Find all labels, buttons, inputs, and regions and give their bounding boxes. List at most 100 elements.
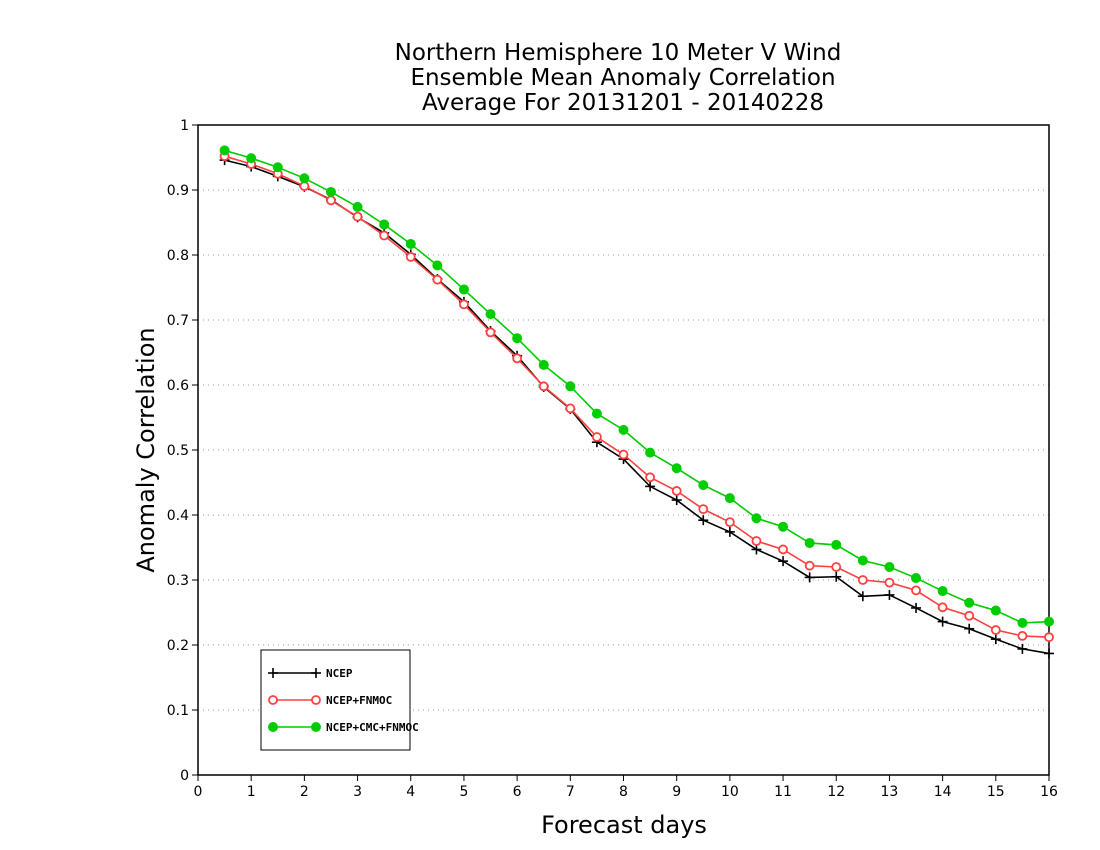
data-point bbox=[937, 616, 948, 627]
x-tick-label: 1 bbox=[247, 784, 256, 800]
legend-label: NCEP bbox=[326, 667, 353, 680]
legend-label: NCEP+CMC+FNMOC bbox=[326, 721, 419, 734]
data-point bbox=[857, 591, 868, 602]
series-0 bbox=[219, 155, 1054, 659]
data-point bbox=[724, 526, 735, 537]
series-group bbox=[219, 145, 1054, 659]
data-point bbox=[884, 589, 895, 600]
data-point bbox=[618, 449, 629, 460]
y-axis-title: Anomaly Correlation bbox=[132, 327, 160, 572]
data-point bbox=[379, 219, 390, 230]
data-point bbox=[1044, 648, 1054, 659]
data-point bbox=[964, 597, 975, 608]
data-point bbox=[485, 309, 496, 320]
data-point bbox=[911, 573, 922, 584]
x-tick-label: 6 bbox=[513, 784, 522, 800]
data-point bbox=[857, 575, 868, 585]
legend-item-1: NCEP+FNMOC bbox=[268, 694, 392, 707]
series-line bbox=[224, 149, 1050, 624]
data-point bbox=[591, 408, 602, 419]
x-tick-label: 2 bbox=[300, 784, 309, 800]
data-point bbox=[778, 521, 789, 532]
chart-title: Northern Hemisphere 10 Meter V Wind Ense… bbox=[395, 40, 842, 116]
data-point bbox=[219, 145, 230, 156]
legend-marker bbox=[268, 695, 278, 705]
data-point bbox=[432, 260, 443, 271]
series-line bbox=[224, 155, 1050, 638]
x-tick-label: 13 bbox=[881, 784, 899, 800]
legend-item-0: NCEP bbox=[268, 667, 353, 680]
y-tick-label: 0 bbox=[180, 768, 189, 784]
data-point bbox=[432, 274, 443, 285]
x-tick-label: 12 bbox=[827, 784, 845, 800]
data-point bbox=[804, 572, 815, 583]
data-point bbox=[405, 252, 416, 262]
data-point bbox=[645, 481, 656, 492]
data-point bbox=[299, 173, 310, 184]
title-line-3: Average For 20131201 - 20140228 bbox=[422, 90, 824, 116]
data-point bbox=[831, 571, 842, 582]
legend-marker bbox=[311, 668, 321, 678]
y-tick-label: 0.2 bbox=[167, 638, 189, 654]
data-point bbox=[751, 536, 762, 546]
y-tick-label: 1 bbox=[180, 118, 189, 134]
x-tick-label: 7 bbox=[566, 784, 575, 800]
data-point bbox=[937, 602, 948, 613]
x-axis: 0 1 2 3 4 5 6 7 8 9 10 11 12 13 14 15 16 bbox=[194, 775, 1058, 800]
x-axis-title: Forecast days bbox=[541, 811, 707, 839]
y-tick-label: 0.4 bbox=[167, 508, 189, 524]
data-point bbox=[778, 556, 789, 567]
legend-label: NCEP+FNMOC bbox=[326, 694, 392, 707]
y-tick-label: 0.3 bbox=[167, 573, 189, 589]
data-point bbox=[831, 539, 842, 550]
data-point bbox=[1017, 631, 1028, 641]
data-point bbox=[698, 515, 709, 526]
data-point bbox=[751, 513, 762, 524]
title-line-2: Ensemble Mean Anomaly Correlation bbox=[410, 65, 835, 91]
legend-marker bbox=[268, 668, 278, 678]
data-point bbox=[458, 284, 469, 295]
data-point bbox=[1044, 632, 1054, 643]
data-point bbox=[831, 562, 842, 572]
legend-item-2: NCEP+CMC+FNMOC bbox=[268, 721, 419, 734]
data-point bbox=[671, 495, 682, 506]
data-point bbox=[751, 544, 762, 555]
x-tick-label: 9 bbox=[672, 784, 681, 800]
data-point bbox=[911, 585, 921, 596]
legend-marker bbox=[311, 695, 321, 705]
data-point bbox=[565, 381, 576, 392]
y-tick-label: 0.9 bbox=[167, 183, 189, 199]
y-tick-label: 0.7 bbox=[167, 313, 189, 329]
data-point bbox=[645, 447, 656, 458]
data-point bbox=[512, 353, 523, 364]
legend-marker bbox=[268, 722, 278, 732]
data-point bbox=[459, 299, 469, 310]
data-point bbox=[671, 486, 682, 496]
data-point bbox=[326, 195, 336, 206]
data-point bbox=[538, 381, 549, 392]
data-point bbox=[964, 623, 975, 634]
y-tick-label: 0.1 bbox=[167, 703, 189, 719]
data-point bbox=[1017, 643, 1028, 654]
y-tick-label: 0.5 bbox=[167, 443, 189, 459]
data-point bbox=[645, 472, 655, 483]
x-tick-label: 14 bbox=[934, 784, 952, 800]
data-point bbox=[990, 625, 1001, 635]
data-point bbox=[246, 153, 257, 164]
data-point bbox=[698, 480, 709, 491]
data-point bbox=[884, 577, 895, 588]
x-tick-label: 15 bbox=[987, 784, 1005, 800]
data-point bbox=[990, 605, 1001, 616]
series-line bbox=[224, 159, 1050, 655]
data-point bbox=[405, 238, 416, 249]
data-point bbox=[352, 201, 363, 212]
x-tick-label: 4 bbox=[406, 784, 415, 800]
data-point bbox=[592, 432, 602, 442]
data-point bbox=[618, 424, 629, 435]
series-1 bbox=[219, 151, 1054, 643]
data-point bbox=[379, 230, 390, 241]
data-point bbox=[485, 327, 496, 338]
data-point bbox=[272, 162, 283, 173]
data-point bbox=[565, 403, 576, 414]
y-tick-label: 0.8 bbox=[167, 248, 189, 264]
